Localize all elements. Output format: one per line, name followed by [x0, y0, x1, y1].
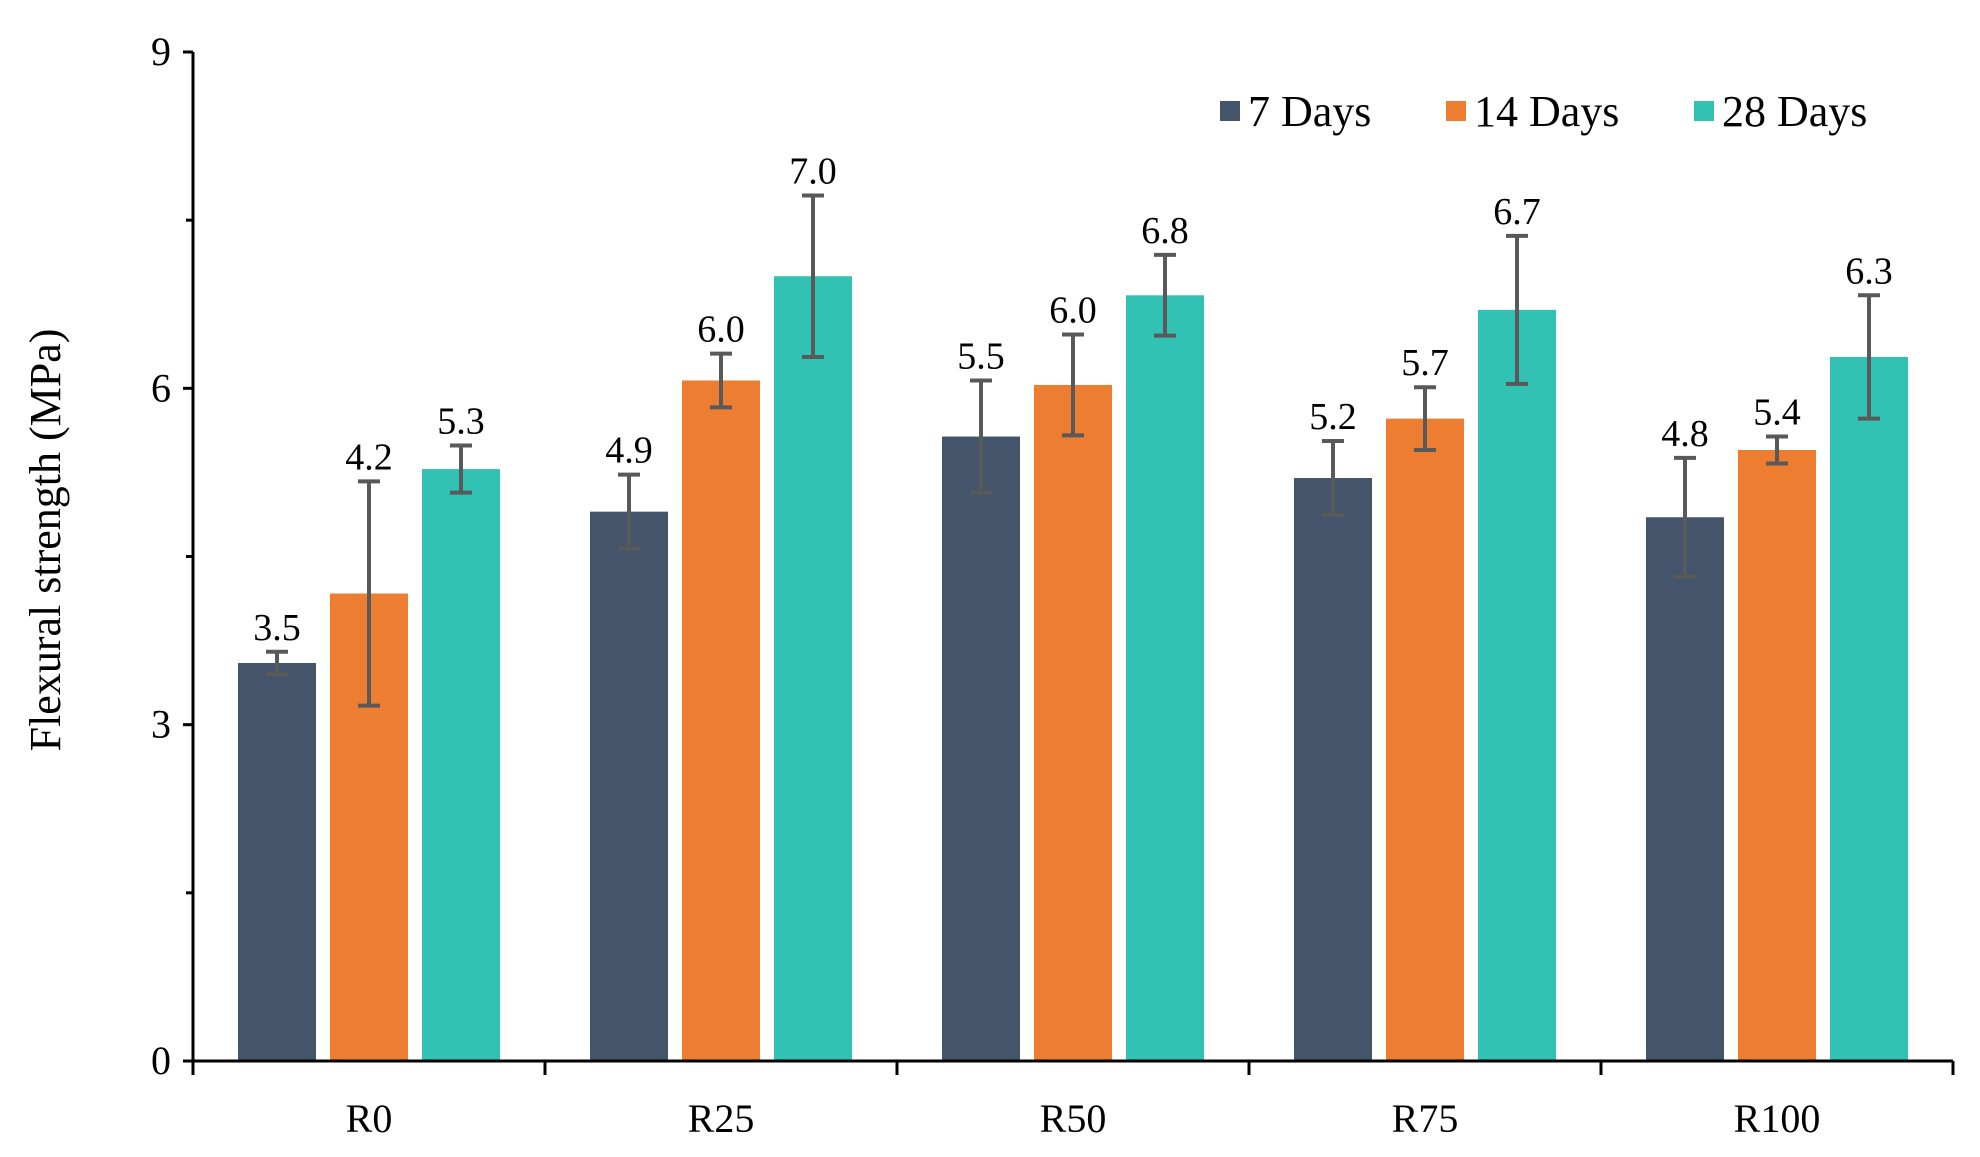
- data-label: 5.3: [437, 401, 485, 443]
- x-tick-label: R75: [1392, 1096, 1459, 1141]
- y-tick-label: 0: [151, 1038, 171, 1083]
- data-label: 6.8: [1141, 210, 1189, 252]
- x-tick-label: R25: [688, 1096, 755, 1141]
- x-tick-label: R0: [346, 1096, 393, 1141]
- bar: [1738, 449, 1816, 1061]
- data-label: 6.3: [1845, 250, 1893, 292]
- y-tick-label: 3: [151, 702, 171, 747]
- data-label: 4.9: [605, 430, 653, 472]
- data-label: 4.8: [1661, 413, 1709, 455]
- y-tick-label: 6: [151, 365, 171, 410]
- data-labels-layer: 3.5 4.2 5.3 4.9 6.0 7.0 5.5 6.0 6.8 5.2 5.7 6.7 4.8 5…: [253, 151, 1893, 649]
- bars-layer: [238, 276, 1908, 1062]
- legend-label: 7 Days: [1248, 87, 1371, 136]
- legend-swatch: [1694, 101, 1714, 121]
- data-label: 5.7: [1401, 342, 1449, 384]
- bar: [1646, 517, 1724, 1061]
- data-label: 6.0: [1049, 290, 1097, 332]
- legend-swatch: [1220, 101, 1240, 121]
- bar: [1478, 309, 1556, 1061]
- bar: [238, 663, 316, 1061]
- bar: [1294, 478, 1372, 1061]
- bar: [422, 469, 500, 1061]
- legend: 7 Days 14 Days 28 Days: [1220, 87, 1867, 136]
- bar: [774, 276, 852, 1061]
- legend-swatch: [1446, 101, 1466, 121]
- bar: [1034, 384, 1112, 1062]
- data-label: 4.2: [345, 436, 393, 478]
- bar: [590, 511, 668, 1062]
- x-tick-label: R100: [1734, 1096, 1821, 1141]
- data-label: 3.5: [253, 607, 301, 649]
- bar: [942, 436, 1020, 1061]
- data-label: 5.4: [1753, 392, 1801, 434]
- legend-label: 14 Days: [1474, 87, 1619, 136]
- data-label: 5.5: [957, 335, 1005, 377]
- axes-layer: 0 3 6 9 R0 R25 R50 R75 R100: [151, 29, 1955, 1141]
- x-tick-label: R50: [1040, 1096, 1107, 1141]
- data-label: 6.0: [697, 309, 745, 351]
- bar: [1126, 295, 1204, 1061]
- legend-label: 28 Days: [1722, 87, 1867, 136]
- data-label: 5.2: [1309, 396, 1357, 438]
- bar: [1386, 418, 1464, 1061]
- y-tick-label: 9: [151, 29, 171, 74]
- error-bars-layer: [266, 193, 1880, 708]
- data-label: 7.0: [789, 151, 837, 193]
- y-axis-title: Flexural strength (MPa): [21, 329, 70, 752]
- data-label: 6.7: [1493, 191, 1541, 233]
- bar: [682, 380, 760, 1061]
- bar: [1830, 356, 1908, 1061]
